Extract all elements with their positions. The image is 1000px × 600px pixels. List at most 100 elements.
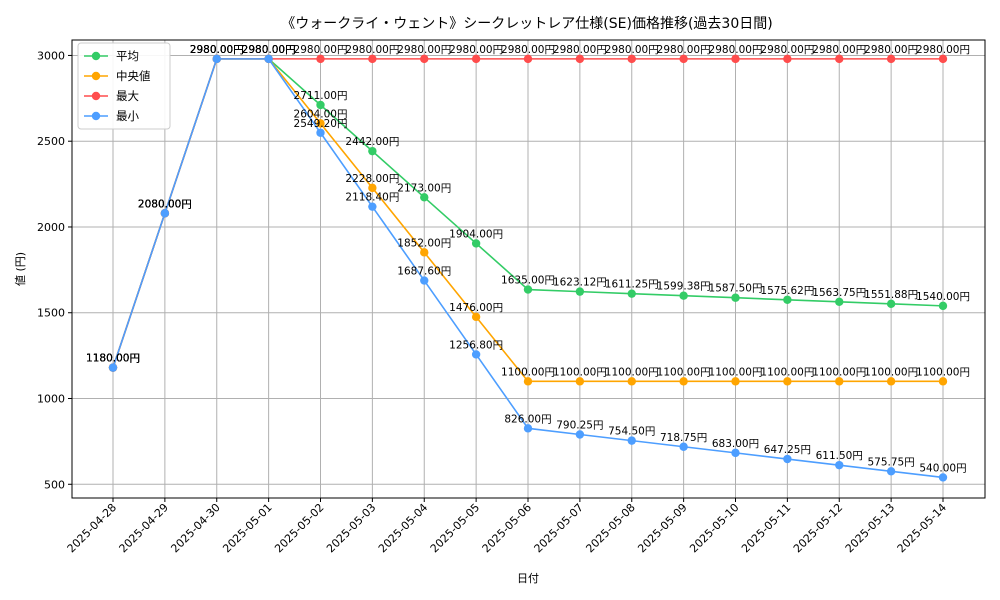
data-point xyxy=(886,299,896,309)
data-point xyxy=(523,285,533,294)
data-label: 1587.50円 xyxy=(709,283,763,295)
data-label: 2980.00円 xyxy=(553,44,607,56)
data-label: 1623.12円 xyxy=(553,277,607,289)
data-label: 2980.00円 xyxy=(605,44,659,56)
data-label: 2980.00円 xyxy=(190,44,244,56)
data-label: 2980.00円 xyxy=(709,44,763,56)
data-label: 2604.00円 xyxy=(294,108,348,120)
data-point xyxy=(368,54,377,64)
data-point xyxy=(679,442,688,451)
data-labels: 1180.00円2080.00円2980.00円2980.00円2711.00円… xyxy=(86,44,970,475)
data-label: 2173.00円 xyxy=(397,182,451,194)
data-point xyxy=(368,183,377,193)
data-label: 2980.00円 xyxy=(501,44,555,56)
data-point xyxy=(212,54,221,64)
data-label: 826.00円 xyxy=(504,413,551,425)
data-label: 1100.00円 xyxy=(501,366,555,378)
data-point xyxy=(886,467,896,476)
series-layer xyxy=(108,54,948,482)
data-label: 683.00円 xyxy=(712,438,759,450)
data-point xyxy=(627,436,636,445)
data-label: 2980.00円 xyxy=(812,44,866,56)
data-point xyxy=(368,146,377,156)
data-label: 1563.75円 xyxy=(812,287,866,299)
data-point xyxy=(316,54,325,64)
data-label: 2980.00円 xyxy=(242,44,296,56)
data-label: 1100.00円 xyxy=(553,366,607,378)
data-label: 1551.88円 xyxy=(864,289,918,301)
data-point xyxy=(316,119,325,128)
data-point xyxy=(368,202,377,211)
legend-item: 最大 xyxy=(84,89,139,103)
data-label: 2980.00円 xyxy=(449,44,503,56)
data-label: 1635.00円 xyxy=(501,275,555,287)
x-tick-label: 2025-05-06 xyxy=(480,501,534,555)
data-point xyxy=(938,301,948,311)
data-label: 2980.00円 xyxy=(242,44,296,56)
x-tick-label: 2025-05-11 xyxy=(739,501,793,555)
data-point xyxy=(523,54,533,64)
data-point xyxy=(264,54,273,64)
y-tick-label: 1000 xyxy=(37,393,65,406)
legend-marker xyxy=(91,111,101,121)
chart-title: 《ウォークライ・ウェント》シークレットレア仕様(SE)価格推移(過去30日間) xyxy=(281,16,772,32)
data-label: 1904.00円 xyxy=(449,228,503,240)
data-label: 1687.60円 xyxy=(397,266,451,278)
legend-box xyxy=(77,42,171,130)
data-point xyxy=(471,54,481,64)
data-label: 2080.00円 xyxy=(138,198,192,210)
x-tick-label: 2025-05-08 xyxy=(583,501,637,555)
data-label: 1540.00円 xyxy=(916,291,970,303)
data-label: 1100.00円 xyxy=(812,366,866,378)
legend-item: 平均 xyxy=(84,49,139,63)
data-point xyxy=(575,430,585,439)
data-label: 2980.00円 xyxy=(345,44,399,56)
data-label: 1100.00円 xyxy=(864,366,918,378)
data-point xyxy=(420,276,429,285)
data-label: 1180.00円 xyxy=(86,353,140,365)
data-label: 1476.00円 xyxy=(449,302,503,314)
x-tick-label: 2025-05-04 xyxy=(376,501,430,555)
data-label: 2080.00円 xyxy=(138,198,192,210)
data-label: 2980.00円 xyxy=(190,44,244,56)
data-label: 2980.00円 xyxy=(760,44,814,56)
data-label: 1180.00円 xyxy=(86,353,140,365)
x-tick-label: 2025-04-28 xyxy=(65,501,119,555)
data-label: 2711.00円 xyxy=(294,90,348,102)
data-point xyxy=(835,297,844,307)
data-point xyxy=(523,424,533,433)
data-point xyxy=(938,54,948,64)
data-label: 2228.00円 xyxy=(345,173,399,185)
grid-lines xyxy=(72,40,985,498)
data-point xyxy=(731,377,740,386)
data-label: 790.25円 xyxy=(556,419,603,431)
data-point xyxy=(835,377,844,386)
data-point xyxy=(316,100,325,110)
x-tick-label: 2025-05-07 xyxy=(532,501,586,555)
data-label: 647.25円 xyxy=(764,444,811,456)
data-label: 1100.00円 xyxy=(709,366,763,378)
data-point xyxy=(575,377,585,386)
data-point xyxy=(783,377,792,386)
x-axis-label: 日付 xyxy=(517,572,539,585)
data-label: 2980.00円 xyxy=(916,44,970,56)
data-point xyxy=(108,363,118,372)
data-label: 754.50円 xyxy=(608,426,655,438)
legend-label: 中央値 xyxy=(116,69,151,83)
y-tick-label: 1500 xyxy=(37,307,65,320)
data-label: 2980.00円 xyxy=(190,44,244,56)
data-label: 1575.62円 xyxy=(760,285,814,297)
x-axis: 2025-04-282025-04-292025-04-302025-05-01… xyxy=(65,498,949,555)
data-label: 2980.00円 xyxy=(242,44,296,56)
data-label: 1100.00円 xyxy=(916,366,970,378)
data-label: 1599.38円 xyxy=(657,281,711,293)
series-4 xyxy=(108,54,948,482)
data-point xyxy=(420,193,429,202)
data-label: 1180.00円 xyxy=(86,353,140,365)
legend-marker xyxy=(91,51,101,61)
data-point xyxy=(783,454,792,464)
data-label: 1611.25円 xyxy=(605,279,659,291)
x-tick-label: 2025-04-30 xyxy=(168,501,222,555)
data-label: 611.50円 xyxy=(816,450,863,462)
